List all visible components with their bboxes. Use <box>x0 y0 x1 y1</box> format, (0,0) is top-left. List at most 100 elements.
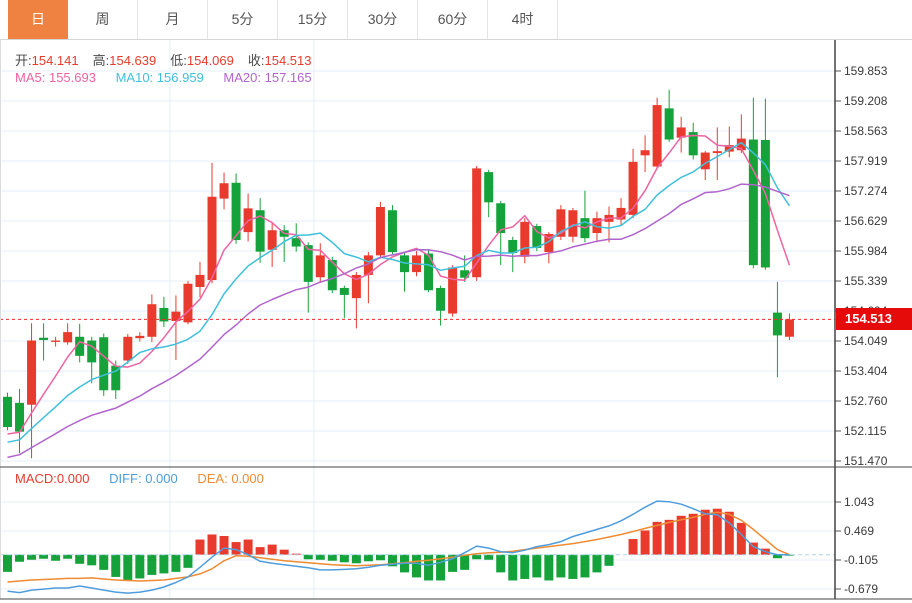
ma20-line <box>7 183 790 459</box>
price-tick-label: 153.404 <box>844 364 888 378</box>
macd-hist-bar <box>412 554 422 578</box>
macd-hist-bar <box>736 522 746 555</box>
candle-body <box>748 139 758 266</box>
candle-body <box>327 260 337 291</box>
candle-body <box>267 230 277 250</box>
ma10-line <box>7 141 791 443</box>
tab-30min[interactable]: 30分 <box>348 0 418 39</box>
macd-hist-bar <box>63 554 73 559</box>
macd-hist-bar <box>363 554 373 562</box>
macd-hist-bar <box>303 554 313 560</box>
candle-body <box>15 402 25 432</box>
macd-hist-bar <box>99 554 109 570</box>
tab-week[interactable]: 周 <box>68 0 138 39</box>
candle-body <box>520 221 530 257</box>
macd-hist-bar <box>484 554 494 560</box>
ma5-line <box>7 134 791 435</box>
tab-month[interactable]: 月 <box>138 0 208 39</box>
price-tick-label: 155.984 <box>844 244 888 258</box>
candle-body <box>436 287 446 311</box>
candle-body <box>760 139 770 268</box>
macd-hist-bar <box>544 554 554 581</box>
macd-bars <box>3 508 794 581</box>
price-tick-label: 152.115 <box>844 424 887 438</box>
macd-hist-bar <box>3 554 12 572</box>
candle-body <box>255 210 265 252</box>
macd-hist-bar <box>267 544 277 555</box>
candle-body <box>664 108 674 140</box>
macd-hist-bar <box>219 536 229 555</box>
candle-body <box>448 267 458 314</box>
macd-hist-bar <box>748 542 758 555</box>
candle-body <box>772 312 782 336</box>
macd-hist-bar <box>700 509 710 555</box>
candle-body <box>159 307 169 322</box>
tab-15min[interactable]: 15分 <box>278 0 348 39</box>
macd-hist-bar <box>472 554 482 560</box>
candle-body <box>532 226 542 248</box>
candle-body <box>63 332 73 343</box>
macd-hist-bar <box>460 554 470 570</box>
macd-hist-bar <box>243 539 253 555</box>
price-tick-label: 155.339 <box>844 274 888 288</box>
price-tick-label: 158.563 <box>844 124 888 138</box>
price-tick-label: 152.760 <box>844 394 888 408</box>
candle-body <box>556 209 566 237</box>
macd-hist-bar <box>255 547 265 555</box>
candle-body <box>351 274 361 299</box>
candle-body <box>736 138 746 151</box>
macd-hist-bar <box>351 554 361 564</box>
macd-hist-bar <box>664 519 674 555</box>
candle-body <box>484 172 494 203</box>
candle-body <box>87 340 97 363</box>
macd-tick-label: -0.679 <box>844 582 878 596</box>
macd-hist-bar <box>532 554 542 578</box>
tab-5min[interactable]: 5分 <box>208 0 278 39</box>
macd-hist-bar <box>772 554 782 559</box>
macd-hist-bar <box>75 554 85 564</box>
price-tick-label: 159.853 <box>844 64 888 78</box>
macd-hist-bar <box>568 554 578 579</box>
candle-body <box>75 336 85 356</box>
last-price-tag: 154.513 <box>836 308 912 330</box>
macd-hist-bar <box>592 554 602 573</box>
candle-body <box>592 218 602 234</box>
tab-day[interactable]: 日 <box>8 0 68 39</box>
candle-body <box>51 340 61 342</box>
macd-hist-bar <box>195 539 205 555</box>
candles-layer <box>3 89 794 459</box>
tab-60min[interactable]: 60分 <box>418 0 488 39</box>
candle-body <box>303 245 313 282</box>
macd-hist-bar <box>207 534 217 555</box>
macd-hist-bar <box>171 554 181 572</box>
candle-body <box>375 206 385 256</box>
candle-body <box>207 196 217 281</box>
macd-tick-label: -0.105 <box>844 553 878 567</box>
price-tick-label: 159.208 <box>844 94 888 108</box>
candle-body <box>616 207 626 220</box>
macd-hist-bar <box>496 554 506 573</box>
candle-body <box>700 152 710 170</box>
macd-hist-bar <box>724 511 734 555</box>
macd-hist-bar <box>231 542 241 555</box>
macd-hist-bar <box>315 554 325 560</box>
macd-hist-bar <box>15 554 25 562</box>
candle-body <box>111 365 121 391</box>
macd-hist-bar <box>436 554 446 581</box>
macd-hist-bar <box>580 554 590 578</box>
candle-body <box>676 127 686 138</box>
candle-body <box>640 150 650 156</box>
candle-body <box>231 182 241 241</box>
macd-hist-bar <box>688 513 698 555</box>
candle-body <box>315 255 325 278</box>
candle-body <box>183 283 193 323</box>
tab-4hour[interactable]: 4时 <box>488 0 558 39</box>
macd-hist-bar <box>508 554 518 581</box>
candle-body <box>171 311 181 321</box>
candle-body <box>147 304 157 337</box>
kline-chart[interactable]: 159.853 159.208 158.563 157.919 157.274 156.6… <box>0 40 912 603</box>
candle-body <box>339 287 349 295</box>
candle-body <box>39 337 49 341</box>
candle-body <box>424 253 434 291</box>
candle-body <box>3 396 12 428</box>
